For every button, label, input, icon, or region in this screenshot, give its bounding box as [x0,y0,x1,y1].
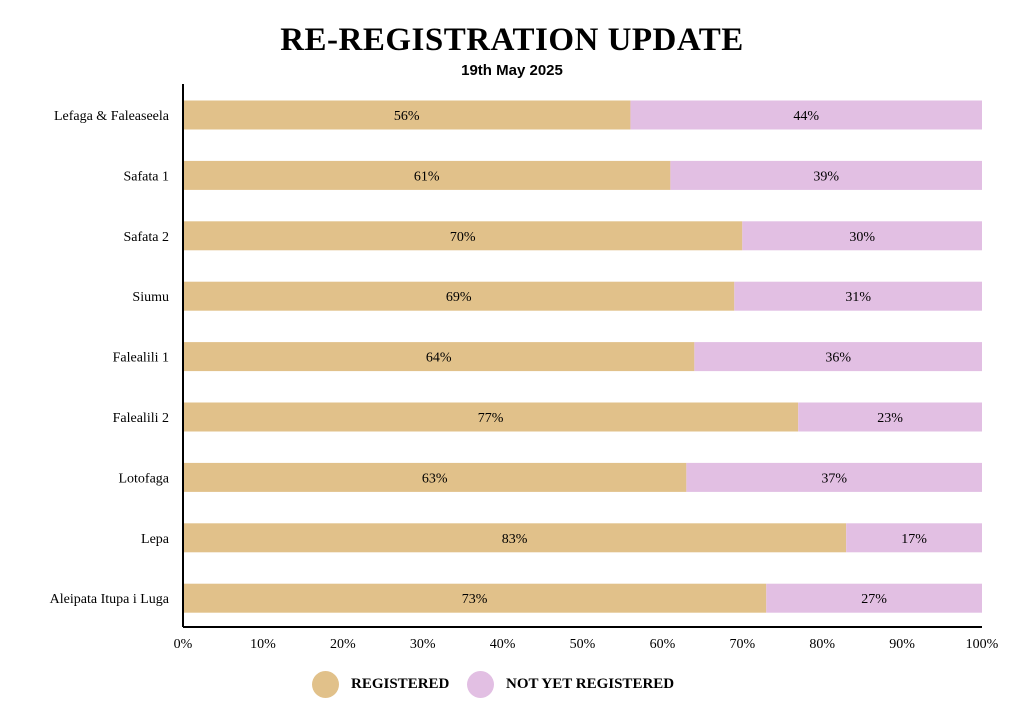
data-label: 44% [793,109,819,124]
x-tick-label: 90% [889,637,915,652]
category-label: Aleipata Itupa i Luga [50,592,170,607]
data-label: 30% [849,230,875,245]
bar-not-yet-registered [742,221,982,251]
data-label: 56% [394,109,420,124]
bar-not-yet-registered [766,583,982,613]
x-tick-label: 70% [729,637,755,652]
data-label: 39% [813,169,839,184]
legend-item-registered: REGISTERED [312,669,449,699]
legend: REGISTERED NOT YET REGISTERED [0,669,1024,699]
data-label: 64% [426,351,452,366]
category-label: Safata 2 [124,230,169,245]
bar-not-yet-registered [734,281,982,311]
bar-registered [183,462,687,492]
legend-label-not-yet-registered: NOT YET REGISTERED [506,675,675,692]
bar-registered [183,100,631,130]
category-label: Falealili 2 [113,411,169,426]
bar-registered [183,402,799,432]
x-tick-label: 0% [174,637,193,652]
data-label: 61% [414,169,440,184]
x-tick-label: 60% [650,637,676,652]
legend-swatch-not-yet-registered [467,670,494,698]
bar-not-yet-registered [846,523,982,553]
data-label: 17% [901,532,927,547]
bar-registered [183,281,735,311]
data-label: 83% [502,532,528,547]
bar-registered [183,160,671,190]
x-tick-label: 50% [570,637,596,652]
bar-registered [183,342,695,372]
x-tick-label: 20% [330,637,356,652]
data-label: 69% [446,290,472,305]
data-label: 27% [861,592,887,607]
legend-item-not-yet-registered: NOT YET REGISTERED [467,669,674,699]
data-label: 36% [825,351,851,366]
category-label: Lotofaga [118,471,169,486]
category-label: Siumu [132,290,169,305]
chart-subtitle: 19th May 2025 [461,62,563,79]
x-tick-label: 30% [410,637,436,652]
bar-not-yet-registered [798,402,982,432]
chart-title: RE-REGISTRATION UPDATE [280,22,744,58]
bar-not-yet-registered [630,100,982,130]
bar-not-yet-registered [670,160,982,190]
data-label: 77% [478,411,504,426]
category-label: Falealili 1 [113,351,169,366]
bar-not-yet-registered [686,462,982,492]
x-tick-label: 10% [250,637,276,652]
data-label: 63% [422,471,448,486]
legend-swatch-registered [312,670,339,698]
bar-not-yet-registered [694,342,982,372]
x-tick-label: 80% [809,637,835,652]
data-label: 70% [450,230,476,245]
category-label: Lepa [141,532,170,547]
bar-registered [183,583,767,613]
data-label: 31% [845,290,871,305]
category-label: Safata 1 [124,169,169,184]
legend-label-registered: REGISTERED [351,675,450,692]
category-label: Lefaga & Faleaseela [54,109,170,124]
x-tick-label: 100% [966,637,999,652]
bar-registered [183,221,743,251]
data-label: 23% [877,411,903,426]
x-tick-label: 40% [490,637,516,652]
bar-registered [183,523,847,553]
data-label: 37% [821,471,847,486]
data-label: 73% [462,592,488,607]
